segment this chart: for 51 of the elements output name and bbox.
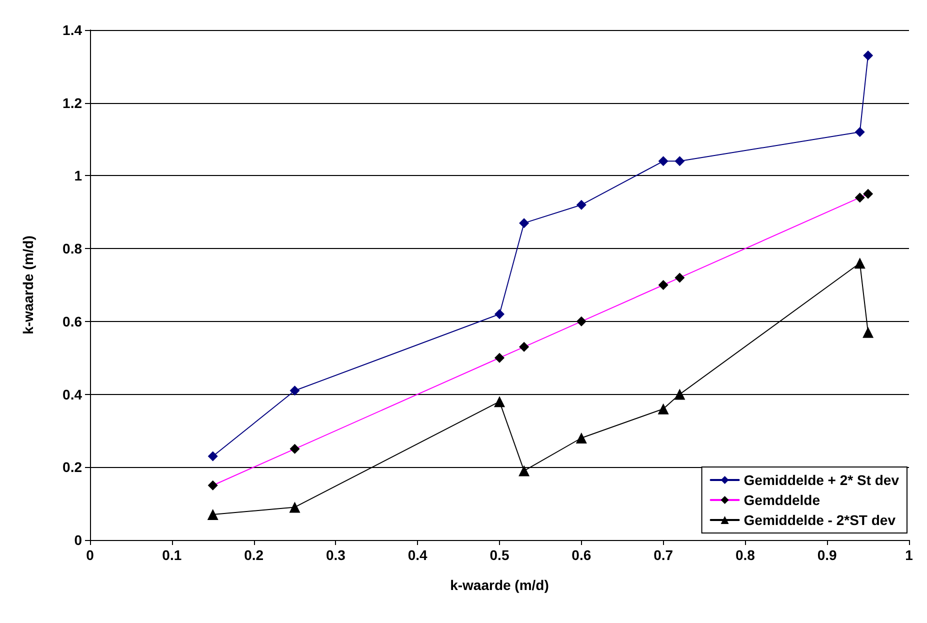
x-tick-label: 0.7 — [654, 547, 674, 563]
x-tick-label: 0.4 — [408, 547, 428, 563]
y-axis-title: k-waarde (m/d) — [20, 236, 36, 334]
point — [208, 480, 218, 490]
y-tick-label: 1 — [74, 168, 82, 184]
y-tick-label: 0 — [74, 532, 82, 548]
point — [674, 388, 686, 400]
legend-label: Gemiddelde + 2* St dev — [744, 472, 900, 488]
y-tick-label: 1.2 — [62, 94, 82, 111]
point — [658, 403, 669, 414]
point — [854, 192, 865, 203]
point — [674, 272, 685, 283]
point — [494, 309, 504, 320]
x-tick-label: 0 — [86, 547, 94, 563]
point — [854, 127, 865, 137]
x-tick-label: 0.6 — [572, 547, 592, 563]
point — [290, 386, 300, 396]
y-tick-label: 0.6 — [62, 313, 82, 330]
point — [519, 218, 530, 228]
point — [207, 509, 218, 520]
x-tick-label: 1 — [905, 547, 914, 563]
x-axis-title: k-waarde (m/d) — [450, 577, 549, 593]
point — [290, 444, 300, 454]
y-tick-label: 0.4 — [62, 386, 82, 402]
x-tick-label: 0.8 — [735, 547, 756, 563]
point — [494, 396, 505, 408]
point — [208, 451, 218, 462]
point — [289, 502, 300, 513]
legend-label: Gemiddelde - 2*ST dev — [744, 512, 896, 528]
point — [658, 280, 668, 290]
legend-label: Gemddelde — [744, 492, 820, 508]
point — [658, 156, 668, 166]
x-tick-label: 0.2 — [244, 547, 264, 563]
point — [862, 326, 874, 338]
point — [674, 156, 685, 166]
point — [576, 432, 587, 444]
point — [576, 316, 586, 326]
x-tick-label: 0.1 — [162, 547, 182, 563]
y-tick-label: 1.4 — [62, 22, 82, 38]
point — [518, 465, 530, 476]
point — [519, 342, 530, 352]
y-tick-label: 0.2 — [62, 459, 82, 476]
point — [576, 200, 586, 210]
point — [854, 258, 866, 269]
point — [863, 188, 874, 199]
x-tick-label: 0.5 — [490, 547, 510, 563]
point — [494, 352, 504, 363]
x-tick-label: 0.3 — [326, 547, 346, 563]
y-tick-label: 0.8 — [62, 240, 82, 257]
point — [863, 50, 874, 60]
x-tick-label: 0.9 — [817, 547, 838, 563]
